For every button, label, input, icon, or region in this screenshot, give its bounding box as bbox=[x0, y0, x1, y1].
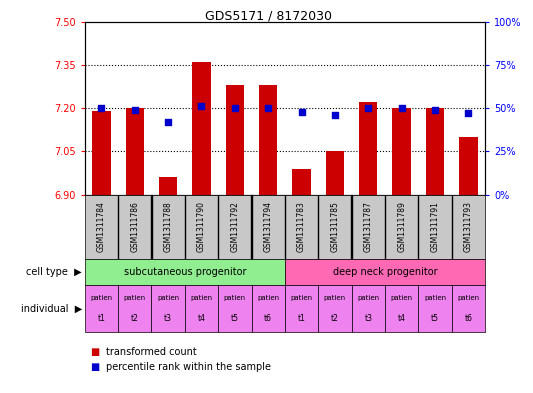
Bar bbox=[192, 62, 211, 195]
Text: patien: patien bbox=[91, 295, 112, 301]
Point bbox=[398, 105, 406, 111]
Bar bbox=[225, 85, 244, 195]
Point bbox=[431, 107, 439, 113]
Point bbox=[464, 110, 473, 116]
Bar bbox=[426, 108, 444, 195]
Text: subcutaneous progenitor: subcutaneous progenitor bbox=[124, 267, 246, 277]
Text: ■: ■ bbox=[90, 362, 99, 373]
Text: GDS5171 / 8172030: GDS5171 / 8172030 bbox=[205, 10, 333, 23]
Bar bbox=[392, 108, 411, 195]
Point bbox=[330, 112, 339, 118]
Bar bbox=[359, 102, 377, 195]
Text: GSM1311789: GSM1311789 bbox=[397, 202, 406, 252]
Point bbox=[131, 107, 139, 113]
Text: GSM1311783: GSM1311783 bbox=[297, 202, 306, 252]
Point bbox=[264, 105, 272, 111]
Text: patien: patien bbox=[257, 295, 279, 301]
Bar bbox=[159, 177, 177, 195]
Text: GSM1311785: GSM1311785 bbox=[330, 202, 340, 252]
Bar bbox=[92, 111, 111, 195]
Text: GSM1311794: GSM1311794 bbox=[264, 202, 273, 252]
Text: cell type  ▶: cell type ▶ bbox=[27, 267, 82, 277]
Text: t3: t3 bbox=[164, 314, 172, 323]
Text: patien: patien bbox=[357, 295, 379, 301]
Text: t4: t4 bbox=[198, 314, 206, 323]
Text: GSM1311787: GSM1311787 bbox=[364, 202, 373, 252]
Text: patien: patien bbox=[224, 295, 246, 301]
Point bbox=[231, 105, 239, 111]
Text: patien: patien bbox=[157, 295, 179, 301]
Text: patien: patien bbox=[424, 295, 446, 301]
Text: GSM1311786: GSM1311786 bbox=[130, 202, 139, 252]
Text: percentile rank within the sample: percentile rank within the sample bbox=[106, 362, 271, 373]
Text: t4: t4 bbox=[398, 314, 406, 323]
Bar bbox=[126, 108, 144, 195]
Text: patien: patien bbox=[124, 295, 146, 301]
Text: patien: patien bbox=[324, 295, 346, 301]
Point bbox=[164, 119, 172, 125]
Text: GSM1311788: GSM1311788 bbox=[164, 202, 173, 252]
Bar bbox=[326, 151, 344, 195]
Text: GSM1311792: GSM1311792 bbox=[230, 202, 239, 252]
Bar bbox=[259, 85, 277, 195]
Text: t5: t5 bbox=[431, 314, 439, 323]
Point bbox=[97, 105, 106, 111]
Text: GSM1311791: GSM1311791 bbox=[431, 202, 440, 252]
Text: GSM1311790: GSM1311790 bbox=[197, 202, 206, 252]
Text: patien: patien bbox=[290, 295, 313, 301]
Text: transformed count: transformed count bbox=[106, 347, 197, 357]
Point bbox=[197, 103, 206, 110]
Text: t2: t2 bbox=[331, 314, 339, 323]
Text: t2: t2 bbox=[131, 314, 139, 323]
Point bbox=[297, 108, 306, 115]
Text: t6: t6 bbox=[464, 314, 472, 323]
Text: patien: patien bbox=[457, 295, 479, 301]
Text: ■: ■ bbox=[90, 347, 99, 357]
Text: patien: patien bbox=[391, 295, 413, 301]
Text: deep neck progenitor: deep neck progenitor bbox=[333, 267, 437, 277]
Bar bbox=[459, 137, 478, 195]
Text: t1: t1 bbox=[98, 314, 106, 323]
Text: t6: t6 bbox=[264, 314, 272, 323]
Text: patien: patien bbox=[190, 295, 213, 301]
Text: t5: t5 bbox=[231, 314, 239, 323]
Text: GSM1311793: GSM1311793 bbox=[464, 202, 473, 252]
Text: t1: t1 bbox=[297, 314, 305, 323]
Bar bbox=[293, 169, 311, 195]
Text: t3: t3 bbox=[364, 314, 372, 323]
Text: individual  ▶: individual ▶ bbox=[21, 303, 82, 314]
Text: GSM1311784: GSM1311784 bbox=[97, 202, 106, 252]
Point bbox=[364, 105, 373, 111]
